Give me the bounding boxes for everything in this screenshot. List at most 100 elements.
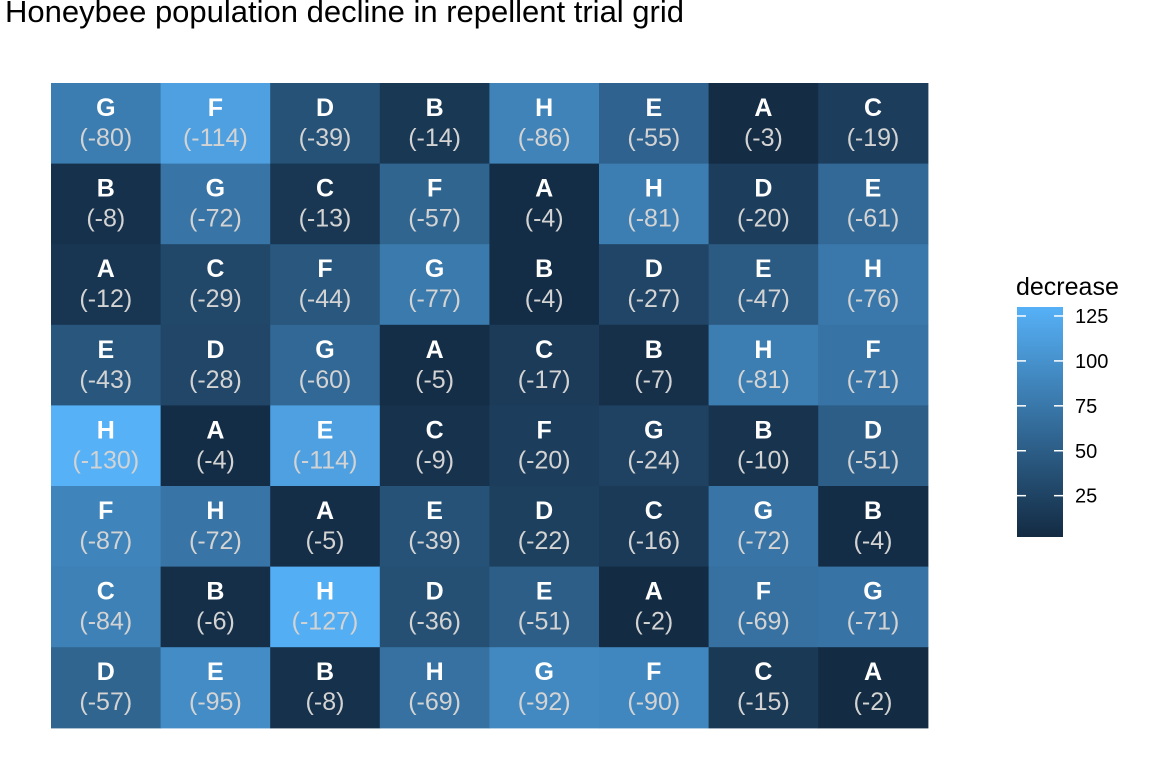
cell-treatment-label: D <box>645 255 663 283</box>
cell-value-label: (-10) <box>737 446 790 474</box>
cell-treatment-label: G <box>315 336 334 364</box>
cell-value-label: (-80) <box>79 124 132 152</box>
cell-value-label: (-114) <box>293 446 358 474</box>
cell-value-label: (-57) <box>408 205 461 233</box>
heatmap-cell: E(-61) <box>818 163 929 245</box>
cell-value-label: (-7) <box>634 366 673 394</box>
cell-value-label: (-17) <box>518 366 571 394</box>
heatmap-cell: H(-130) <box>51 405 162 487</box>
heatmap-cells: G(-80)F(-114)D(-39)B(-14)H(-86)E(-55)A(-… <box>51 83 929 729</box>
chart-title: Honeybee population decline in repellent… <box>5 0 685 29</box>
cell-value-label: (-13) <box>299 205 352 233</box>
heatmap-cell: E(-43) <box>51 324 162 406</box>
cell-value-label: (-36) <box>408 608 461 636</box>
heatmap-cell: C(-84) <box>51 566 162 648</box>
heatmap-cell-rect <box>270 83 381 165</box>
heatmap-cell-rect <box>160 647 271 729</box>
cell-value-label: (-55) <box>627 124 680 152</box>
heatmap-cell: G(-92) <box>489 647 600 729</box>
heatmap-cell-rect <box>51 83 162 165</box>
cell-value-label: (-8) <box>86 205 125 233</box>
cell-treatment-label: H <box>316 578 334 606</box>
heatmap-cell-rect <box>818 405 929 487</box>
cell-value-label: (-81) <box>627 205 680 233</box>
cell-treatment-label: A <box>535 175 553 203</box>
heatmap-cell-rect <box>489 486 600 568</box>
heatmap-cell-rect <box>379 405 490 487</box>
cell-treatment-label: H <box>754 336 772 364</box>
cell-treatment-label: D <box>316 94 334 122</box>
cell-treatment-label: F <box>756 578 771 606</box>
heatmap-cell-rect <box>51 324 162 406</box>
cell-value-label: (-76) <box>847 285 900 313</box>
cell-value-label: (-69) <box>408 688 461 716</box>
heatmap-cell-rect <box>160 83 271 165</box>
cell-value-label: (-51) <box>518 608 571 636</box>
cell-treatment-label: C <box>97 578 115 606</box>
cell-treatment-label: H <box>535 94 553 122</box>
cell-value-label: (-84) <box>79 608 132 636</box>
heatmap-cell: C(-16) <box>599 486 710 568</box>
heatmap-cell: C(-13) <box>270 163 381 245</box>
cell-value-label: (-5) <box>415 366 454 394</box>
heatmap-cell: A(-12) <box>51 244 162 326</box>
cell-value-label: (-60) <box>299 366 352 394</box>
cell-treatment-label: D <box>206 336 224 364</box>
cell-treatment-label: B <box>426 94 444 122</box>
cell-treatment-label: E <box>755 255 772 283</box>
cell-treatment-label: F <box>865 336 880 364</box>
cell-value-label: (-2) <box>854 688 893 716</box>
cell-value-label: (-44) <box>299 285 352 313</box>
heatmap-cell: H(-76) <box>818 244 929 326</box>
cell-treatment-label: A <box>316 497 334 525</box>
cell-value-label: (-69) <box>737 608 790 636</box>
cell-value-label: (-71) <box>847 366 900 394</box>
cell-value-label: (-130) <box>72 446 139 474</box>
heatmap-cell-rect <box>51 244 162 326</box>
heatmap-cell: F(-44) <box>270 244 381 326</box>
cell-value-label: (-39) <box>299 124 352 152</box>
cell-treatment-label: B <box>864 497 882 525</box>
heatmap-cell-rect <box>51 647 162 729</box>
heatmap-cell: E(-95) <box>160 647 271 729</box>
heatmap-cell: G(-60) <box>270 324 381 406</box>
heatmap-cell: B(-10) <box>708 405 819 487</box>
cell-value-label: (-4) <box>854 527 893 555</box>
cell-treatment-label: E <box>645 94 662 122</box>
cell-treatment-label: E <box>426 497 443 525</box>
heatmap-cell-rect <box>818 163 929 245</box>
cell-value-label: (-114) <box>183 124 248 152</box>
heatmap-cell-rect <box>489 566 600 648</box>
heatmap-cell-rect <box>160 324 271 406</box>
heatmap-cell-rect <box>489 647 600 729</box>
heatmap-cell-rect <box>818 324 929 406</box>
cell-treatment-label: G <box>863 578 882 606</box>
cell-treatment-label: H <box>864 255 882 283</box>
cell-treatment-label: B <box>206 578 224 606</box>
cell-treatment-label: C <box>206 255 224 283</box>
heatmap-cell-rect <box>599 244 710 326</box>
heatmap-cell: B(-6) <box>160 566 271 648</box>
heatmap-cell: D(-28) <box>160 324 271 406</box>
cell-value-label: (-4) <box>525 205 564 233</box>
cell-treatment-label: A <box>864 658 882 686</box>
heatmap-cell: G(-77) <box>379 244 490 326</box>
cell-value-label: (-24) <box>627 446 680 474</box>
color-legend: decrease 25 50 75 100 125 <box>1016 273 1119 537</box>
cell-treatment-label: E <box>317 416 334 444</box>
cell-treatment-label: A <box>206 416 224 444</box>
cell-treatment-label: E <box>865 175 882 203</box>
cell-value-label: (-14) <box>408 124 461 152</box>
heatmap-cell-rect <box>270 647 381 729</box>
cell-value-label: (-3) <box>744 124 783 152</box>
cell-treatment-label: A <box>754 94 772 122</box>
heatmap-cell-rect <box>599 486 710 568</box>
heatmap-cell-rect <box>599 405 710 487</box>
cell-treatment-label: H <box>206 497 224 525</box>
cell-value-label: (-29) <box>189 285 242 313</box>
heatmap-cell-rect <box>818 566 929 648</box>
heatmap-cell: F(-114) <box>160 83 271 165</box>
cell-value-label: (-72) <box>189 205 242 233</box>
heatmap-cell-rect <box>51 566 162 648</box>
